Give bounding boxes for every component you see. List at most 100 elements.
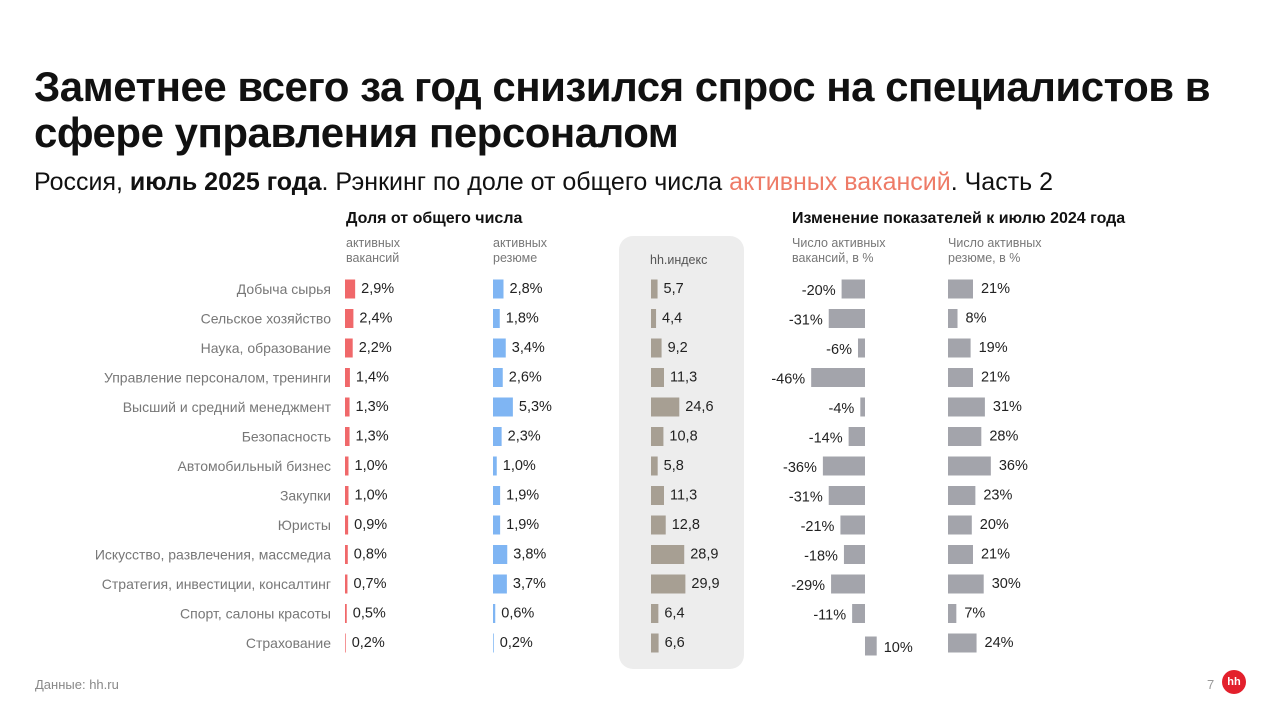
vacancy-share-label: 0,8%	[354, 547, 387, 563]
resume-share-bar	[493, 604, 496, 623]
hh-index-label: 4,4	[662, 311, 682, 327]
subtitle-ranking: . Рэнкинг по доле от общего числа	[321, 168, 730, 196]
vacancy-share-label: 1,0%	[355, 488, 388, 504]
resume-change-label: 30%	[992, 576, 1021, 592]
hh-index-bar	[651, 604, 659, 623]
category-label: Юристы	[278, 517, 331, 533]
vacancy-change-label: -31%	[789, 313, 823, 329]
resume-change-bar	[948, 368, 973, 387]
subtitle-region: Россия,	[34, 168, 130, 196]
resume-share-label: 0,2%	[500, 635, 533, 651]
vacancy-share-bar	[345, 397, 350, 417]
resume-change-bar	[948, 545, 973, 564]
vacancy-share-bar	[345, 486, 349, 505]
resume-share-label: 3,4%	[512, 340, 545, 356]
resume-share-label: 0,6%	[501, 606, 534, 622]
change-group-header: Изменение показателей к июлю 2024 года	[792, 210, 1126, 227]
resume-share-label: 5,3%	[519, 399, 552, 415]
resume-change-bar	[948, 338, 971, 358]
vacancy-change-label: -20%	[802, 283, 836, 299]
resume-change-label: 7%	[964, 606, 985, 622]
vacancy-share-bar	[345, 574, 348, 594]
vacancies-change-column-header: Число активных вакансий, в %	[792, 236, 886, 265]
category-label: Стратегия, инвестиции, консалтинг	[102, 576, 331, 592]
hh-index-label: 6,4	[664, 606, 684, 622]
hh-index-bar	[651, 574, 686, 594]
vacancy-change-bar	[811, 368, 865, 387]
hh-index-label: 29,9	[691, 576, 719, 592]
vacancy-change-label: -21%	[801, 519, 835, 535]
resumes-change-column-header: Число активных резюме, в %	[948, 236, 1042, 265]
vacancy-change-bar	[822, 456, 865, 476]
hh-index-bar	[651, 427, 664, 446]
page-subtitle: Россия, июль 2025 года. Рэнкинг по доле …	[34, 166, 1053, 198]
resume-share-label: 3,7%	[513, 576, 546, 592]
resume-change-bar	[948, 279, 973, 299]
vacancy-share-label: 1,3%	[356, 399, 389, 415]
vacancy-share-bar	[345, 515, 349, 535]
vacancy-share-label: 0,7%	[353, 576, 386, 592]
resume-share-bar	[493, 633, 494, 653]
category-label: Высший и средний менеджмент	[123, 399, 332, 415]
resume-change-bar	[948, 309, 958, 328]
resume-share-label: 1,8%	[506, 311, 539, 327]
subtitle-date: июль 2025 года	[129, 168, 322, 196]
resume-change-bar	[948, 633, 977, 653]
resume-share-bar	[493, 309, 500, 328]
resume-share-label: 1,9%	[506, 488, 539, 504]
resume-share-bar	[493, 338, 506, 358]
resume-change-label: 19%	[979, 340, 1008, 356]
resume-share-bar	[493, 486, 501, 505]
hh-index-bar	[651, 456, 658, 476]
resume-change-bar	[948, 604, 957, 623]
resume-share-bar	[493, 515, 501, 535]
hh-index-label: 5,7	[664, 281, 684, 297]
resume-share-bar	[493, 574, 507, 594]
vacancy-share-label: 2,4%	[359, 311, 392, 327]
resume-change-label: 21%	[981, 281, 1010, 297]
vacancy-share-bar	[345, 545, 348, 564]
vacancies-column-header: активных вакансий	[346, 236, 401, 265]
vacancy-share-label: 1,4%	[356, 370, 389, 386]
resume-share-bar	[493, 279, 504, 299]
resume-change-bar	[948, 456, 991, 476]
vacancy-change-bar	[843, 545, 865, 564]
category-label: Добыча сырья	[237, 281, 331, 297]
vacancy-share-label: 0,9%	[354, 517, 387, 533]
hh-index-bar	[651, 279, 658, 299]
vacancy-change-label: -18%	[804, 549, 838, 565]
resume-change-label: 31%	[993, 399, 1022, 415]
resume-change-label: 23%	[983, 488, 1012, 504]
hh-index-label: 28,9	[690, 547, 718, 563]
hh-index-bar	[651, 309, 657, 328]
share-group-header: Доля от общего числа	[346, 210, 523, 227]
category-label: Управление персоналом, тренинги	[104, 370, 331, 386]
resume-change-bar	[948, 427, 982, 446]
vacancy-share-label: 1,0%	[355, 458, 388, 474]
hh-index-bar	[651, 545, 685, 564]
hh-index-label: 11,3	[670, 370, 697, 386]
resume-share-label: 2,6%	[509, 370, 542, 386]
resume-share-label: 3,8%	[513, 547, 546, 563]
resume-change-label: 24%	[985, 635, 1014, 651]
vacancy-change-bar	[841, 279, 865, 299]
hh-index-panel	[619, 236, 744, 669]
vacancy-change-bar	[857, 338, 865, 358]
vacancy-share-bar	[345, 279, 356, 299]
category-label: Безопасность	[242, 429, 331, 445]
vacancy-change-label: -11%	[813, 608, 846, 624]
vacancy-share-bar	[345, 633, 346, 653]
page-title: Заметнее всего за год снизился спрос на …	[34, 63, 1211, 156]
vacancy-share-label: 2,2%	[359, 340, 392, 356]
resume-change-label: 8%	[966, 311, 987, 327]
vacancy-share-bar	[345, 604, 347, 623]
hh-index-label: 6,6	[665, 635, 685, 651]
category-label: Страхование	[246, 635, 331, 651]
vacancy-change-label: -29%	[791, 578, 825, 594]
resume-share-label: 1,9%	[506, 517, 539, 533]
resume-share-bar	[493, 545, 508, 564]
hh-index-label: 12,8	[672, 517, 700, 533]
subtitle-part: . Часть 2	[950, 168, 1054, 196]
vacancy-share-label: 2,9%	[361, 281, 394, 297]
hh-index-label: 10,8	[669, 429, 697, 445]
